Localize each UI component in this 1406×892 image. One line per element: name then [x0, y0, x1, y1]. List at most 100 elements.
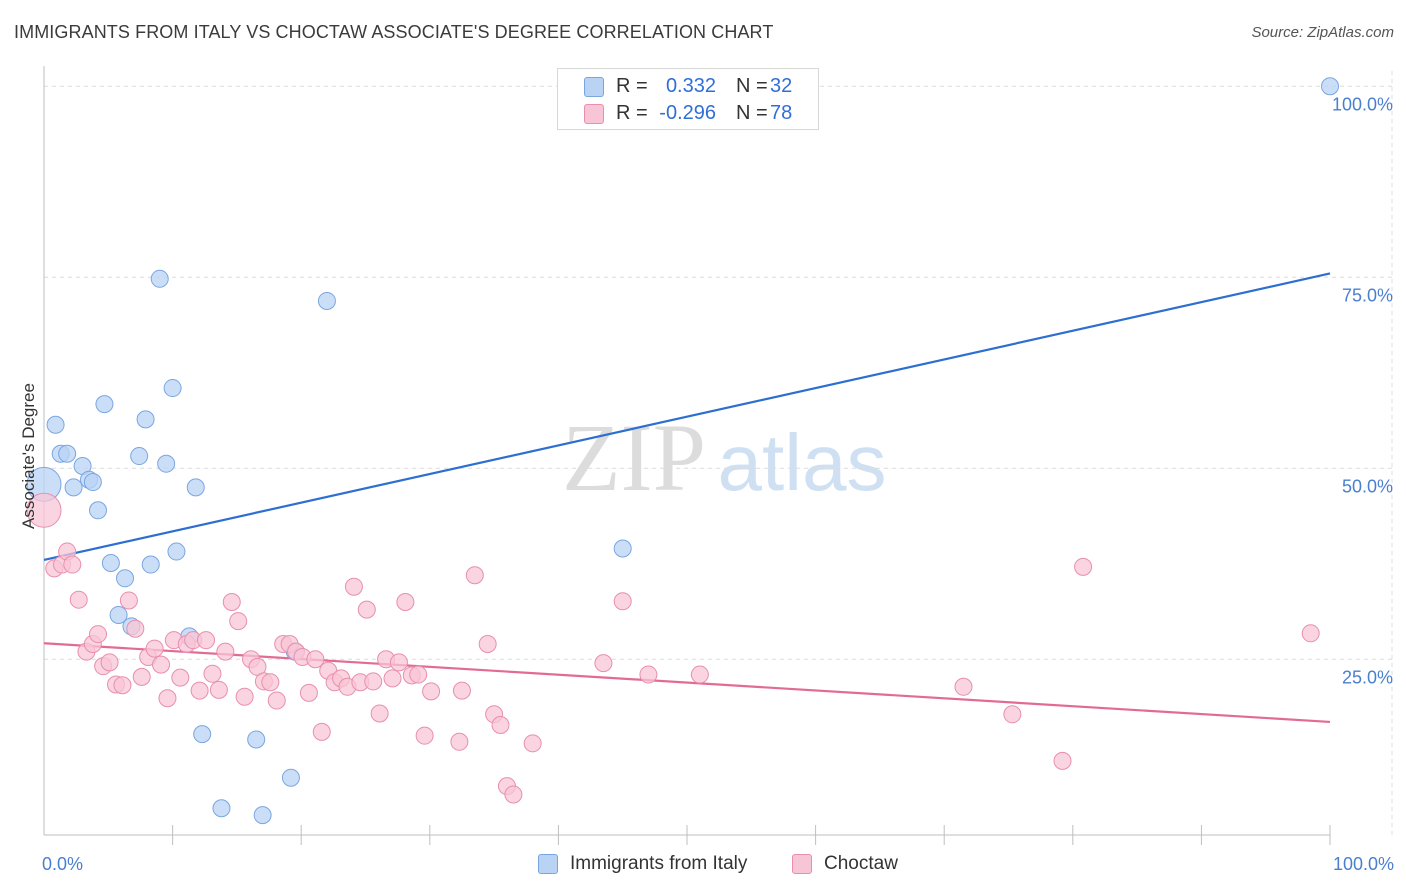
data-point-choctaw [409, 665, 428, 684]
data-point-choctaw [312, 722, 331, 741]
data-point-choctaw [119, 591, 138, 610]
r-value: 0.332 [665, 75, 716, 97]
data-point-italy [157, 454, 176, 473]
n-label: N = [736, 75, 768, 97]
data-point-choctaw [523, 734, 542, 753]
legend-label: Choctaw [824, 853, 898, 874]
data-point-choctaw [113, 676, 132, 695]
data-point-italy [317, 291, 336, 310]
watermark-atlas: atlas [718, 418, 887, 507]
data-point-choctaw [1053, 751, 1072, 770]
data-point-italy [136, 410, 155, 429]
data-point-italy [186, 478, 205, 497]
data-point-choctaw [478, 635, 497, 653]
trend-line-italy [43, 272, 1331, 562]
data-point-choctaw [389, 653, 408, 672]
data-point-choctaw [370, 704, 389, 723]
r-value: -0.296 [659, 102, 716, 124]
n-label: N = [736, 102, 768, 124]
data-point-choctaw [126, 619, 145, 638]
data-point-italy [141, 555, 160, 574]
data-point-choctaw [158, 689, 177, 708]
y-tick-label: 25.0% [1342, 667, 1393, 687]
data-point-choctaw [415, 726, 434, 745]
data-point-italy [46, 415, 65, 434]
data-point-choctaw [690, 665, 709, 684]
y-axis-label: Associate's Degree [19, 383, 38, 529]
data-point-choctaw [190, 681, 209, 700]
data-point-choctaw [299, 683, 318, 702]
data-point-choctaw [100, 653, 119, 672]
n-value: 32 [770, 75, 793, 97]
data-point-choctaw [209, 680, 228, 699]
data-point-italy [83, 473, 102, 492]
x-tick-label: 0.0% [42, 854, 83, 874]
data-point-choctaw [504, 785, 523, 804]
watermark-zip: ZIP [562, 404, 706, 511]
data-point-italy [101, 554, 120, 573]
data-point-italy [95, 395, 114, 414]
legend-swatch-pink [792, 854, 812, 874]
legend-row-choctaw: R = -0.296 N = 78 [558, 101, 818, 127]
data-point-italy [64, 478, 83, 497]
chart-title: IMMIGRANTS FROM ITALY VS CHOCTAW ASSOCIA… [14, 22, 774, 42]
data-point-choctaw [1301, 624, 1320, 643]
data-point-choctaw [396, 592, 415, 611]
data-point-italy [247, 730, 266, 749]
correlation-legend: R = 0.332 N = 32 R = -0.296 N = 78 [557, 68, 819, 130]
data-point-choctaw [152, 655, 171, 674]
trend-line-choctaw [43, 642, 1331, 724]
data-point-choctaw [357, 600, 376, 619]
data-point-choctaw [171, 668, 190, 687]
data-point-choctaw [267, 691, 286, 710]
data-point-italy [281, 768, 300, 787]
data-point-choctaw [594, 654, 613, 673]
data-point-choctaw [639, 665, 658, 684]
data-point-choctaw [69, 590, 88, 609]
data-point-choctaw [613, 592, 632, 611]
legend-swatch-pink [584, 104, 604, 124]
data-point-choctaw [63, 555, 82, 574]
data-point-italy [193, 725, 212, 744]
data-point-choctaw [364, 672, 383, 691]
data-point-choctaw [452, 681, 471, 700]
r-label: R = [616, 75, 648, 97]
data-point-choctaw [261, 673, 280, 692]
data-point-italy [150, 269, 169, 288]
legend-swatch-blue [538, 854, 558, 874]
n-value: 78 [770, 102, 793, 124]
y-tick-label: 75.0% [1342, 285, 1393, 305]
y-tick-label: 50.0% [1342, 476, 1393, 496]
r-label: R = [616, 102, 648, 124]
data-point-italy [1321, 77, 1339, 96]
series-legend: Immigrants from Italy Choctaw [0, 852, 1406, 878]
data-point-choctaw [203, 664, 222, 683]
data-point-choctaw [450, 732, 469, 751]
data-point-choctaw [383, 669, 402, 688]
data-point-choctaw [216, 642, 235, 661]
data-point-choctaw [1074, 557, 1093, 576]
data-point-choctaw [222, 592, 241, 611]
data-point-italy [130, 447, 149, 466]
y-tick-label: 100.0% [1332, 94, 1393, 114]
data-point-choctaw [132, 667, 151, 686]
data-point-choctaw [26, 492, 62, 528]
data-point-choctaw [89, 625, 108, 644]
data-point-choctaw [229, 612, 248, 631]
data-point-choctaw [344, 577, 363, 596]
data-point-italy [109, 605, 128, 624]
data-point-italy [167, 542, 186, 561]
legend-swatch-blue [584, 77, 604, 97]
x-tick-label: 100.0% [1333, 854, 1394, 874]
source-label: Source: ZipAtlas.com [1251, 24, 1394, 41]
legend-row-italy: R = 0.332 N = 32 [558, 74, 818, 100]
data-point-choctaw [422, 682, 441, 701]
data-point-choctaw [1003, 705, 1022, 724]
data-point-choctaw [145, 639, 164, 658]
data-point-italy [212, 799, 231, 818]
data-point-choctaw [197, 631, 216, 650]
data-point-italy [253, 806, 272, 825]
data-point-italy [613, 539, 632, 558]
data-point-choctaw [306, 650, 325, 669]
